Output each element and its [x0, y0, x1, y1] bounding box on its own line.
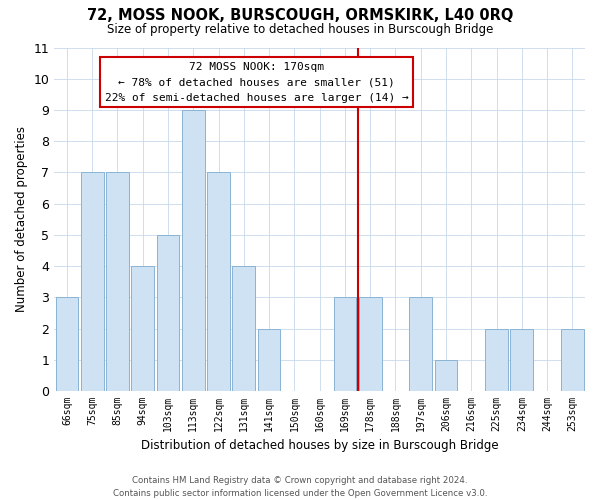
Bar: [207, 172, 230, 391]
Bar: [106, 172, 129, 391]
Bar: [157, 235, 179, 391]
Bar: [56, 298, 78, 391]
Y-axis label: Number of detached properties: Number of detached properties: [15, 126, 28, 312]
Text: 72, MOSS NOOK, BURSCOUGH, ORMSKIRK, L40 0RQ: 72, MOSS NOOK, BURSCOUGH, ORMSKIRK, L40 …: [87, 8, 513, 22]
Bar: [232, 266, 255, 391]
Bar: [131, 266, 154, 391]
Bar: [81, 172, 104, 391]
Bar: [359, 298, 382, 391]
Text: Size of property relative to detached houses in Burscough Bridge: Size of property relative to detached ho…: [107, 22, 493, 36]
Bar: [511, 328, 533, 391]
Text: Contains HM Land Registry data © Crown copyright and database right 2024.
Contai: Contains HM Land Registry data © Crown c…: [113, 476, 487, 498]
Bar: [409, 298, 432, 391]
Text: 72 MOSS NOOK: 170sqm
← 78% of detached houses are smaller (51)
22% of semi-detac: 72 MOSS NOOK: 170sqm ← 78% of detached h…: [104, 62, 409, 103]
Bar: [561, 328, 584, 391]
Bar: [182, 110, 205, 391]
Bar: [434, 360, 457, 391]
Bar: [258, 328, 280, 391]
Bar: [485, 328, 508, 391]
X-axis label: Distribution of detached houses by size in Burscough Bridge: Distribution of detached houses by size …: [141, 440, 499, 452]
Bar: [334, 298, 356, 391]
